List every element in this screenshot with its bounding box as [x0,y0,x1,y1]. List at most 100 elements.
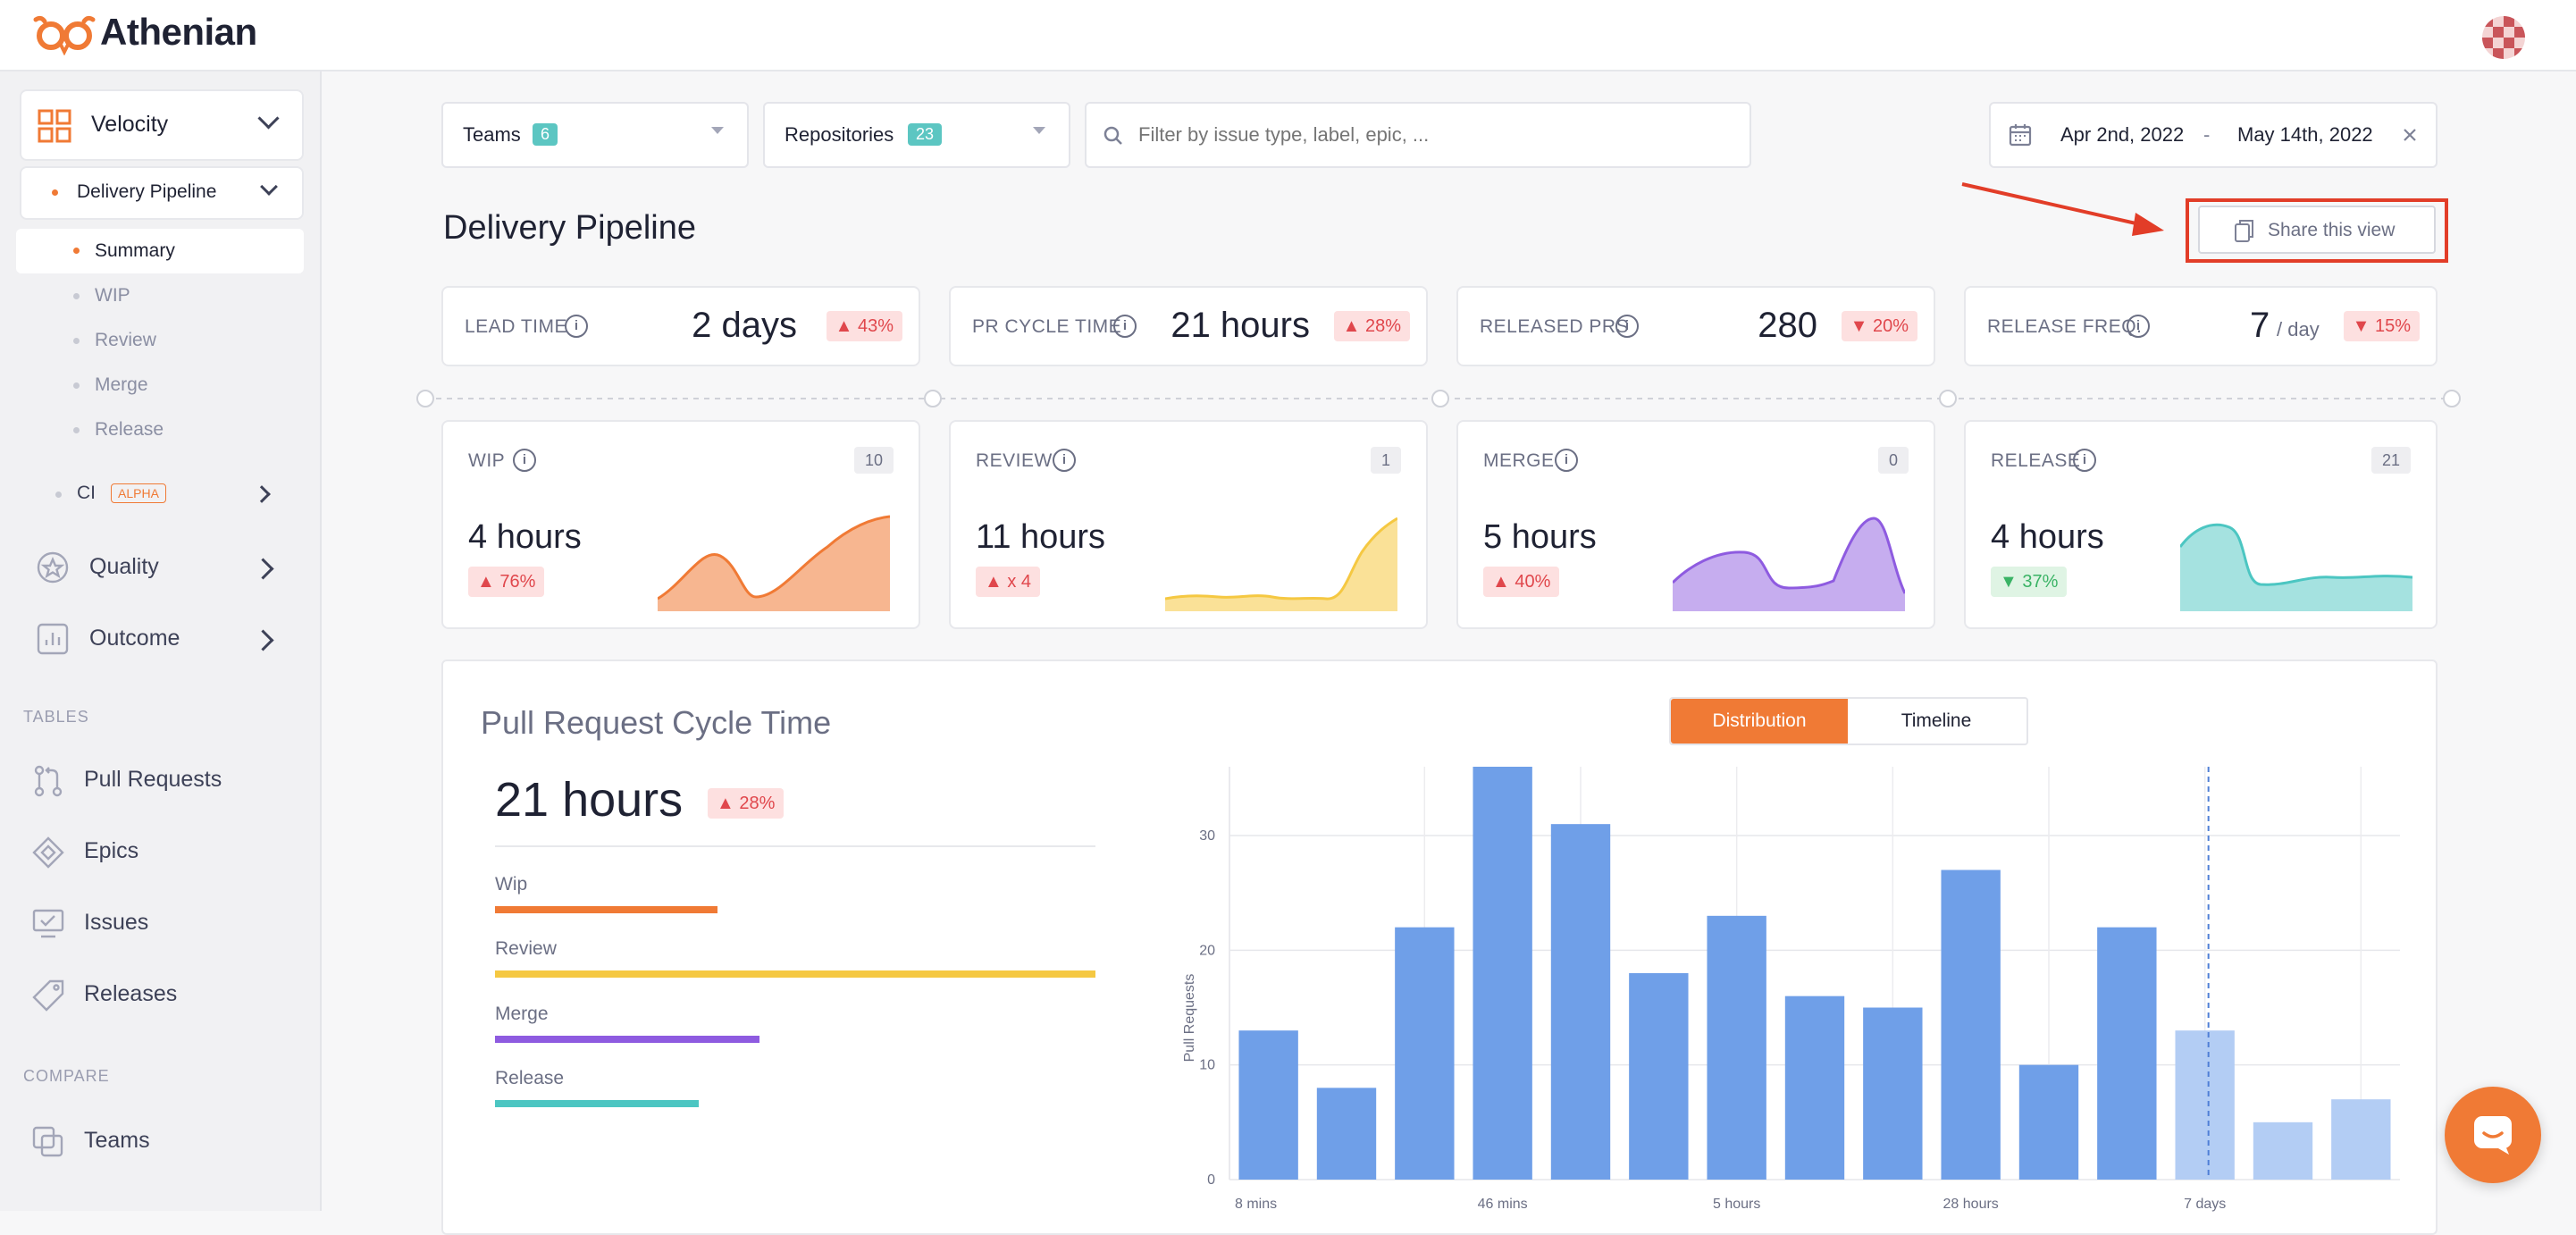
metric-unit: / day [2277,318,2320,340]
bar[interactable] [2097,927,2157,1180]
info-icon[interactable]: i [1555,449,1578,472]
close-icon[interactable] [2402,127,2418,143]
sidebar-item-releases[interactable]: Releases [20,969,300,1022]
stage-card-wip[interactable]: WIP i 10 4 hours ▲ 76% [441,420,920,629]
info-icon[interactable]: i [513,449,536,472]
sidebar-item-delivery-pipeline[interactable]: Delivery Pipeline [20,166,304,220]
dot [73,293,80,299]
bar[interactable] [1316,1088,1377,1180]
bar[interactable] [1784,996,1845,1180]
sidebar-item-quality[interactable]: Quality [20,542,300,595]
bar[interactable] [1238,1030,1298,1180]
bar[interactable] [2175,1030,2235,1180]
sidebar-item-pull-requests[interactable]: Pull Requests [20,754,300,808]
caret-down-icon [1033,127,1045,134]
stage-card-merge[interactable]: MERGE i 0 5 hours ▲ 40% [1456,420,1935,629]
chevron-right-icon [253,485,271,503]
change-badge: ▲ 40% [1483,567,1560,597]
bar[interactable] [1707,915,1766,1180]
sidebar-item-label: CI [77,483,96,503]
change-badge: ▲ 43% [826,311,902,341]
stage-label: WIP [468,450,506,471]
stage-value: 4 hours [1991,518,2104,556]
metric-card-lead-time[interactable]: LEAD TIME i 2 days ▲ 43% [441,286,920,366]
sidebar-item-wip[interactable]: WIP [16,275,304,316]
sidebar-item-label: Review [95,330,156,350]
bar[interactable] [2253,1122,2313,1180]
chevron-down-icon [260,178,278,196]
change-badge: ▲ 28% [708,788,785,819]
bar[interactable] [1395,927,1455,1180]
sidebar-item-teams[interactable]: Teams [20,1115,300,1169]
sidebar-item-merge[interactable]: Merge [16,365,304,406]
panel-title: Pull Request Cycle Time [481,704,832,741]
bar[interactable] [1941,870,2001,1180]
bar[interactable] [1629,973,1689,1180]
metric-card-release-freq[interactable]: RELEASE FREQ. i 7 / day ▼ 15% [1964,286,2438,366]
sidebar-item-label: Velocity [91,112,169,137]
search-icon [1103,126,1122,145]
metric-value: 7 [2250,306,2270,345]
breakdown-label: Review [495,938,557,959]
repositories-filter[interactable]: Repositories 23 [763,102,1070,168]
metric-card-pr-cycle-time[interactable]: PR CYCLE TIME i 21 hours ▲ 28% [949,286,1428,366]
tab-timeline[interactable]: Timeline [1848,699,2025,744]
sidebar-item-review[interactable]: Review [16,320,304,361]
sidebar-item-outcome[interactable]: Outcome [20,613,300,667]
bar[interactable] [1863,1007,1923,1180]
search-input[interactable] [1137,118,1730,152]
dot [55,491,62,498]
grid-icon [38,109,71,143]
breakdown-bar [495,906,717,913]
info-icon[interactable]: i [1615,315,1639,338]
sidebar-item-label: Summary [95,240,175,261]
copy-icon [2235,220,2253,242]
app-name[interactable]: Athenian [100,11,257,53]
athenian-logo-icon[interactable] [32,14,96,55]
share-view-label: Share this view [2268,220,2396,240]
sidebar-item-issues[interactable]: Issues [20,897,300,951]
info-icon[interactable]: i [565,315,588,338]
change-badge: ▲ x 4 [976,567,1041,597]
tab-distribution[interactable]: Distribution [1671,699,1848,744]
teams-filter[interactable]: Teams 6 [441,102,749,168]
info-icon[interactable]: i [1053,449,1076,472]
metric-card-released-prs[interactable]: RELEASED PRS i 280 ▼ 20% [1456,286,1935,366]
pipeline-connector [416,390,2461,407]
bar[interactable] [2018,1064,2079,1180]
y-tick-label: 0 [1207,1172,1215,1188]
date-separator: - [2203,123,2211,146]
stage-card-review[interactable]: REVIEW i 1 11 hours ▲ x 4 [949,420,1428,629]
sidebar-item-ci[interactable]: CI ALPHA [20,470,300,518]
date-from[interactable]: Apr 2nd, 2022 [2060,123,2185,146]
breakdown-row-merge: Merge [495,1004,1095,1068]
bar[interactable] [1473,767,1532,1180]
sidebar-item-epics[interactable]: Epics [20,826,300,879]
share-view-button[interactable]: Share this view [2198,206,2436,254]
info-icon[interactable]: i [1113,315,1137,338]
stage-label: REVIEW [976,450,1053,471]
avatar[interactable] [2482,16,2525,59]
date-range-picker[interactable]: Apr 2nd, 2022 - May 14th, 2022 [1989,102,2438,168]
chevron-down-icon [257,107,280,130]
sidebar-item-label: Outcome [89,626,180,651]
info-icon[interactable]: i [2073,449,2096,472]
search-filter[interactable] [1085,102,1751,168]
date-to[interactable]: May 14th, 2022 [2237,123,2373,146]
breakdown-bar [495,1100,699,1107]
stage-label: MERGE [1483,450,1555,471]
chat-launcher-button[interactable] [2445,1087,2541,1183]
bar[interactable] [1550,824,1611,1180]
monitor-icon [32,909,64,938]
info-icon[interactable]: i [2127,315,2150,338]
star-badge-icon [37,551,69,584]
x-tick-label: 28 hours [1943,1197,1999,1212]
sidebar-item-velocity[interactable]: Velocity [20,89,304,161]
caret-down-icon [711,127,724,134]
sidebar-item-release[interactable]: Release [16,409,304,450]
stage-card-release[interactable]: RELEASE i 21 4 hours ▼ 37% [1964,420,2438,629]
view-tabs: Distribution Timeline [1669,697,2028,745]
bar[interactable] [2331,1099,2391,1180]
sidebar-item-summary[interactable]: Summary [16,229,304,273]
chat-icon [2474,1116,2512,1155]
